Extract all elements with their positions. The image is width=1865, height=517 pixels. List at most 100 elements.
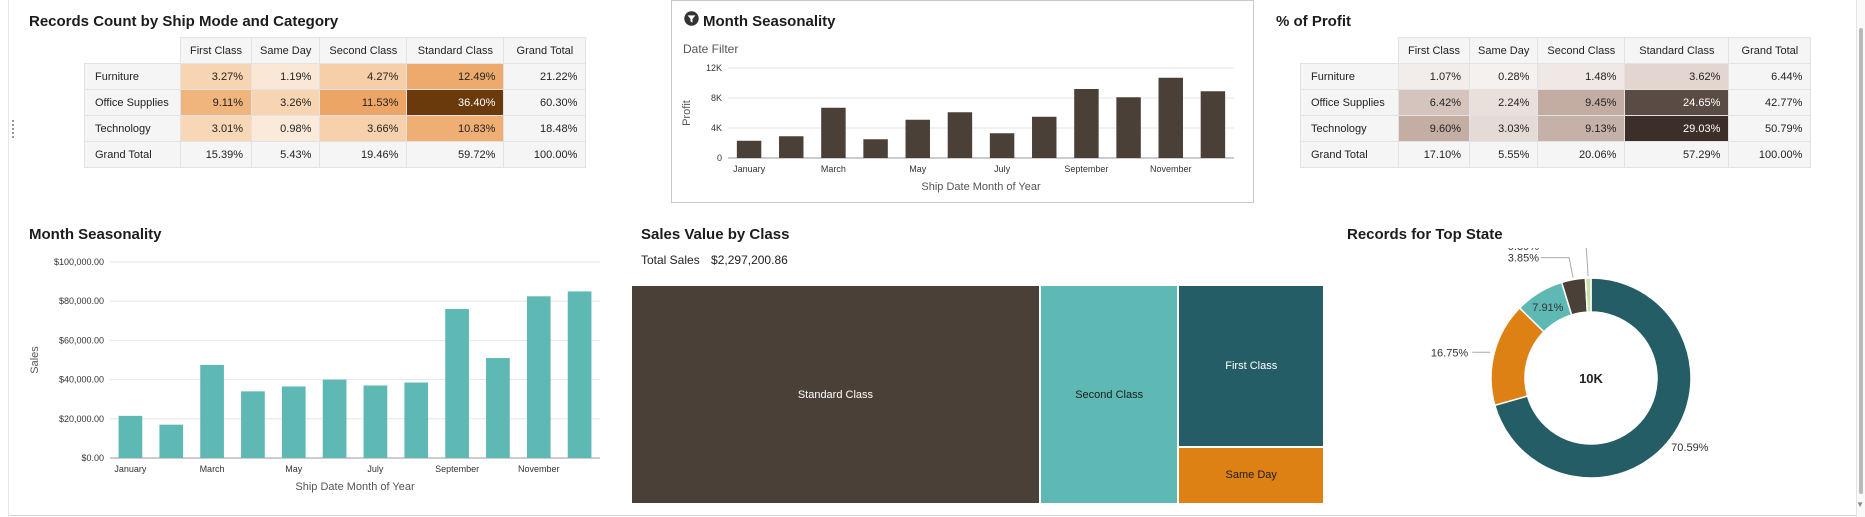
total-sales-value: $2,297,200.86 <box>711 253 788 267</box>
donut-slice[interactable] <box>1493 277 1692 479</box>
table-cell[interactable]: 6.42% <box>1398 89 1470 116</box>
records-table-title: Records Count by Ship Mode and Category <box>29 13 339 30</box>
table-cell[interactable]: 57.29% <box>1624 141 1730 168</box>
bar <box>486 358 510 458</box>
table-cell[interactable]: 9.13% <box>1537 115 1626 142</box>
table-cell[interactable]: 21.22% <box>503 63 587 90</box>
table-cell[interactable]: 2.24% <box>1468 89 1539 116</box>
table-cell[interactable]: 12.49% <box>406 63 505 90</box>
leader-line <box>1585 248 1589 277</box>
table-cell[interactable]: 24.65% <box>1624 89 1730 116</box>
row-header[interactable]: Technology <box>1300 115 1399 142</box>
table-cell[interactable]: 18.48% <box>503 115 587 142</box>
date-filter-label[interactable]: Date Filter <box>683 42 739 56</box>
treemap-tile[interactable]: Second Class <box>1039 285 1179 504</box>
table-cell[interactable]: 5.43% <box>250 141 321 168</box>
bar <box>821 107 846 158</box>
column-header[interactable]: First Class <box>180 37 252 64</box>
row-header[interactable]: Furniture <box>84 63 181 90</box>
column-header[interactable]: First Class <box>1398 37 1470 64</box>
column-header[interactable]: Grand Total <box>1728 37 1812 64</box>
table-cell[interactable]: 59.72% <box>406 141 505 168</box>
treemap-tile[interactable]: Standard Class <box>631 285 1040 504</box>
x-axis-title: Ship Date Month of Year <box>295 481 415 493</box>
row-header[interactable]: Office Supplies <box>1300 89 1399 116</box>
table-cell[interactable]: 17.10% <box>1398 141 1470 168</box>
scrollbar-thumb[interactable] <box>1859 28 1863 494</box>
table-header-row: First Class Same Day Second Class Standard … <box>84 37 587 64</box>
column-header[interactable]: Standard Class <box>1624 37 1730 64</box>
scroll-down-arrow-icon[interactable]: ▼ <box>1856 500 1864 509</box>
row-header[interactable]: Furniture <box>1300 63 1399 90</box>
donut-slice[interactable] <box>1584 277 1592 313</box>
row-header[interactable]: Grand Total <box>1300 141 1399 168</box>
table-cell[interactable]: 3.62% <box>1624 63 1730 90</box>
total-sales-label: Total Sales <box>641 253 700 267</box>
resize-handle-icon[interactable] <box>12 120 15 138</box>
row-header[interactable]: Grand Total <box>84 141 181 168</box>
column-header[interactable]: Standard Class <box>406 37 505 64</box>
table-cell[interactable]: 9.45% <box>1537 89 1626 116</box>
table-cell[interactable]: 5.55% <box>1468 141 1539 168</box>
table-cell[interactable]: 11.53% <box>319 89 408 116</box>
y-tick-label: $20,000.00 <box>59 414 104 424</box>
bar <box>281 386 306 458</box>
table-cell[interactable]: 0.98% <box>250 115 321 142</box>
table-cell[interactable]: 1.48% <box>1537 63 1626 90</box>
y-axis-title: Profit <box>681 100 693 126</box>
profit-pivot-table: First Class Same Day Second Class Standard … <box>1300 37 1812 168</box>
bar <box>526 296 551 458</box>
treemap-tile[interactable]: Same Day <box>1178 446 1324 504</box>
donut-center-label: 10K <box>1579 371 1603 386</box>
table-cell[interactable]: 1.19% <box>250 63 321 90</box>
row-header[interactable]: Technology <box>84 115 181 142</box>
treemap-tile-label: Same Day <box>1225 469 1277 482</box>
table-cell[interactable]: 0.28% <box>1468 63 1539 90</box>
column-header[interactable]: Same Day <box>1468 37 1539 64</box>
table-cell[interactable]: 9.11% <box>180 89 252 116</box>
treemap-tile[interactable]: First Class <box>1178 285 1324 447</box>
table-corner <box>84 37 181 64</box>
table-cell[interactable]: 29.03% <box>1624 115 1730 142</box>
table-cell[interactable]: 50.79% <box>1728 115 1812 142</box>
table-cell[interactable]: 1.07% <box>1398 63 1470 90</box>
bar <box>779 136 804 158</box>
table-cell[interactable]: 100.00% <box>503 141 587 168</box>
table-cell[interactable]: 36.40% <box>406 89 505 116</box>
table-cell[interactable]: 60.30% <box>503 89 587 116</box>
table-cell[interactable]: 3.01% <box>180 115 252 142</box>
column-header[interactable]: Grand Total <box>503 37 587 64</box>
bar <box>567 291 592 458</box>
table-cell[interactable]: 42.77% <box>1728 89 1812 116</box>
table-cell[interactable]: 3.27% <box>180 63 252 90</box>
table-cell[interactable]: 100.00% <box>1728 141 1812 168</box>
total-sales-summary: Total Sales $2,297,200.86 <box>641 253 796 267</box>
bar <box>445 309 469 458</box>
table-row: Grand Total 17.10% 5.55% 20.06% 57.29% 100.00… <box>1300 141 1812 168</box>
filter-icon[interactable] <box>684 11 699 26</box>
table-cell[interactable]: 20.06% <box>1537 141 1626 168</box>
table-cell[interactable]: 10.83% <box>406 115 505 142</box>
table-cell[interactable]: 6.44% <box>1728 63 1812 90</box>
table-cell[interactable]: 3.66% <box>319 115 408 142</box>
vertical-scrollbar[interactable]: ▼ <box>1856 0 1865 517</box>
table-cell[interactable]: 9.60% <box>1398 115 1470 142</box>
y-tick-label: $60,000.00 <box>59 335 104 345</box>
left-rail <box>0 0 9 517</box>
column-header[interactable]: Second Class <box>1537 37 1626 64</box>
y-tick-label: $0.00 <box>81 453 104 463</box>
records-pivot-table: First Class Same Day Second Class Standard … <box>84 37 587 168</box>
table-cell[interactable]: 3.03% <box>1468 115 1539 142</box>
y-tick-label: 0 <box>717 153 722 163</box>
table-cell[interactable]: 19.46% <box>319 141 408 168</box>
x-tick-label: January <box>114 464 147 474</box>
table-cell[interactable]: 15.39% <box>180 141 252 168</box>
table-row: Grand Total 15.39% 5.43% 19.46% 59.72% 100.00… <box>84 141 587 168</box>
table-cell[interactable]: 4.27% <box>319 63 408 90</box>
table-cell[interactable]: 3.26% <box>250 89 321 116</box>
column-header[interactable]: Second Class <box>319 37 408 64</box>
bar <box>1074 89 1099 158</box>
column-header[interactable]: Same Day <box>250 37 321 64</box>
row-header[interactable]: Office Supplies <box>84 89 181 116</box>
x-axis-title: Ship Date Month of Year <box>921 181 1041 193</box>
